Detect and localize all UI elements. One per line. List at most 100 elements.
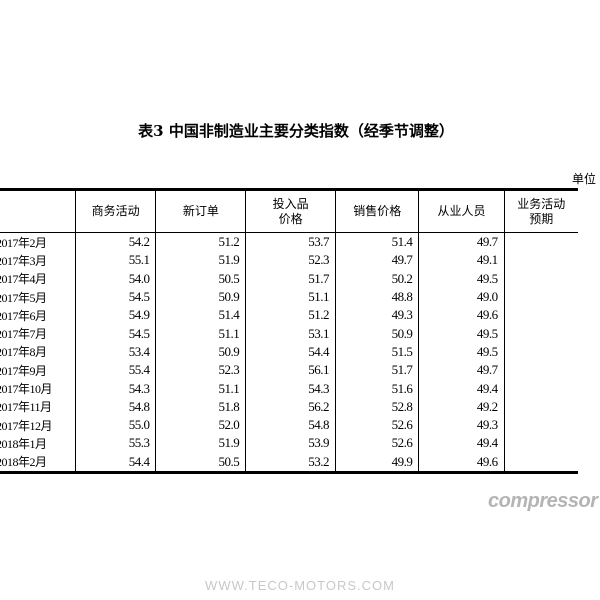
table-cell: 49.5 xyxy=(418,342,505,362)
table-cell: 50.5 xyxy=(155,452,246,473)
unit-label: 单位 xyxy=(572,172,597,186)
table-cell: 50.9 xyxy=(155,342,246,362)
table-cell: 54.8 xyxy=(74,397,156,416)
table-cell: 51.2 xyxy=(155,232,246,252)
table-cell: 51.7 xyxy=(245,269,336,288)
table-cell: 54.4 xyxy=(74,452,156,473)
table-cell: 49.2 xyxy=(418,397,505,416)
table-cell: 49.5 xyxy=(418,324,505,343)
watermark-logo: compressor xyxy=(488,490,598,512)
column-header: 从业人员 xyxy=(418,189,505,233)
table-cell: 49.9 xyxy=(334,452,419,473)
table-cell: 49.6 xyxy=(418,452,505,473)
column-header: 销售价格 xyxy=(334,189,419,233)
table-cell: 49.1 xyxy=(418,251,505,270)
row-label: 2018年2月 xyxy=(0,455,47,470)
row-label: 2017年8月 xyxy=(0,345,47,360)
table-cell: 50.9 xyxy=(155,287,246,307)
table-cell xyxy=(503,342,578,362)
table-cell: 54.3 xyxy=(245,379,336,398)
table-row: 2018年2月 54.4 50.5 53.2 49.9 49.6 xyxy=(0,452,578,473)
table-cell: 53.1 xyxy=(245,324,336,343)
column-header: 新订单 xyxy=(155,189,246,233)
table-cell: 51.4 xyxy=(334,232,419,252)
column-header: 商务活动 xyxy=(74,189,156,233)
table-cell: 54.3 xyxy=(74,379,156,398)
table-cell xyxy=(503,251,578,270)
row-label: 2017年12月 xyxy=(0,418,53,433)
table-cell: 54.8 xyxy=(245,415,336,435)
table-cell xyxy=(503,361,578,380)
column-header xyxy=(0,189,76,233)
table-cell: 50.2 xyxy=(334,269,419,288)
table-row: 2017年7月 54.5 51.1 53.1 50.9 49.5 xyxy=(0,324,578,343)
table-cell xyxy=(503,324,578,343)
table-cell: 54.9 xyxy=(74,306,156,325)
row-label: 2017年2月 xyxy=(0,235,47,250)
table-row: 2017年12月 55.0 52.0 54.8 52.6 49.3 xyxy=(0,415,578,435)
row-label: 2017年10月 xyxy=(0,382,53,397)
table-row: 2018年1月 55.3 51.9 53.9 52.6 49.4 xyxy=(0,434,578,453)
table-cell: 54.0 xyxy=(74,269,156,288)
table-cell xyxy=(503,415,578,435)
table-cell: 50.5 xyxy=(155,269,246,288)
column-header: 业务活动 预期 xyxy=(503,189,578,233)
table-cell: 54.4 xyxy=(245,342,336,362)
column-header: 投入品 价格 xyxy=(245,189,336,233)
row-label: 2017年7月 xyxy=(0,327,47,342)
table-cell: 51.9 xyxy=(155,434,246,453)
table-cell: 51.8 xyxy=(155,397,246,416)
header-row: 商务活动 新订单 投入品 价格 销售价格 从业人员 业务活动 预期 xyxy=(0,189,578,233)
table-cell: 53.4 xyxy=(74,342,156,362)
table-cell: 55.0 xyxy=(74,415,156,435)
table-row: 2017年10月 54.3 51.1 54.3 51.6 49.4 xyxy=(0,379,578,398)
table-cell: 51.1 xyxy=(155,379,246,398)
table-cell: 49.7 xyxy=(334,251,419,270)
table-cell: 51.4 xyxy=(155,306,246,325)
table-cell: 48.8 xyxy=(334,287,419,307)
table-cell: 52.0 xyxy=(155,415,246,435)
table-cell xyxy=(503,379,578,398)
table-cell: 54.2 xyxy=(74,232,156,252)
table-cell xyxy=(503,434,578,453)
table-cell: 50.9 xyxy=(334,324,419,343)
table-cell: 49.4 xyxy=(418,434,505,453)
index-table: 商务活动 新订单 投入品 价格 销售价格 从业人员 业务活动 预期 2017年2月 54.2… xyxy=(0,188,578,474)
table-cell xyxy=(503,287,578,307)
table-cell: 52.3 xyxy=(245,251,336,270)
table-cell: 49.4 xyxy=(418,379,505,398)
table-cell: 49.7 xyxy=(418,361,505,380)
table-cell: 51.5 xyxy=(334,342,419,362)
table-cell xyxy=(503,232,578,252)
table-cell: 49.6 xyxy=(418,306,505,325)
watermark-url: WWW.TECO-MOTORS.COM xyxy=(205,578,395,593)
table-cell: 55.3 xyxy=(74,434,156,453)
table-row: 2017年11月 54.8 51.8 56.2 52.8 49.2 xyxy=(0,397,578,416)
table-cell: 54.5 xyxy=(74,324,156,343)
table-cell: 52.6 xyxy=(334,434,419,453)
table-cell: 51.1 xyxy=(245,287,336,307)
table-row: 2017年2月 54.2 51.2 53.7 51.4 49.7 xyxy=(0,232,578,252)
table-cell: 56.2 xyxy=(245,397,336,416)
table-row: 2017年4月 54.0 50.5 51.7 50.2 49.5 xyxy=(0,269,578,288)
table-row: 2017年3月 55.1 51.9 52.3 49.7 49.1 xyxy=(0,251,578,270)
table-body: 2017年2月 54.2 51.2 53.7 51.4 49.7 2017年3月 55.1 51… xyxy=(0,232,578,473)
table-cell: 49.3 xyxy=(334,306,419,325)
table-cell: 53.7 xyxy=(245,232,336,252)
table-title: 表3 中国非制造业主要分类指数（经季节调整） xyxy=(0,120,600,141)
table-cell: 55.1 xyxy=(74,251,156,270)
row-label: 2017年11月 xyxy=(0,400,52,415)
row-label: 2017年5月 xyxy=(0,290,47,305)
row-label: 2017年6月 xyxy=(0,308,47,323)
row-label: 2018年1月 xyxy=(0,436,47,451)
table-title-text: 表3 中国非制造业主要分类指数（经季节调整） xyxy=(138,122,454,140)
table-cell: 56.1 xyxy=(245,361,336,380)
table-cell: 55.4 xyxy=(74,361,156,380)
table-cell: 53.2 xyxy=(245,452,336,473)
table-cell: 49.5 xyxy=(418,269,505,288)
table-cell: 53.9 xyxy=(245,434,336,453)
table-cell: 51.9 xyxy=(155,251,246,270)
table-row: 2017年9月 55.4 52.3 56.1 51.7 49.7 xyxy=(0,361,578,380)
table-cell xyxy=(503,269,578,288)
row-label: 2017年3月 xyxy=(0,253,47,268)
